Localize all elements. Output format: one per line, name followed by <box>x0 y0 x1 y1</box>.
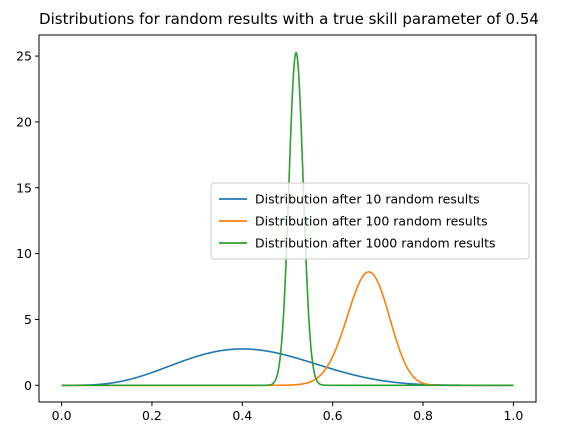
x-tick-label: 0.0 <box>52 408 72 423</box>
y-tick-label: 0 <box>24 378 32 393</box>
legend: Distribution after 10 random results Dist… <box>211 183 529 259</box>
x-tick-label: 0.2 <box>142 408 162 423</box>
y-tick-label: 5 <box>24 312 32 327</box>
x-tick-label: 0.6 <box>323 408 343 423</box>
x-tick-label: 0.8 <box>413 408 433 423</box>
y-tick-label: 20 <box>16 114 32 129</box>
x-tick-label: 1.0 <box>503 408 523 423</box>
legend-label: Distribution after 1000 random results <box>255 236 496 251</box>
chart-title: Distributions for random results with a … <box>39 10 539 28</box>
y-tick-label: 10 <box>16 246 32 261</box>
legend-label: Distribution after 10 random results <box>255 192 480 207</box>
y-tick-label: 25 <box>16 49 32 64</box>
x-tick-label: 0.4 <box>232 408 252 423</box>
y-tick-label: 15 <box>16 180 32 195</box>
legend-label: Distribution after 100 random results <box>255 214 488 229</box>
